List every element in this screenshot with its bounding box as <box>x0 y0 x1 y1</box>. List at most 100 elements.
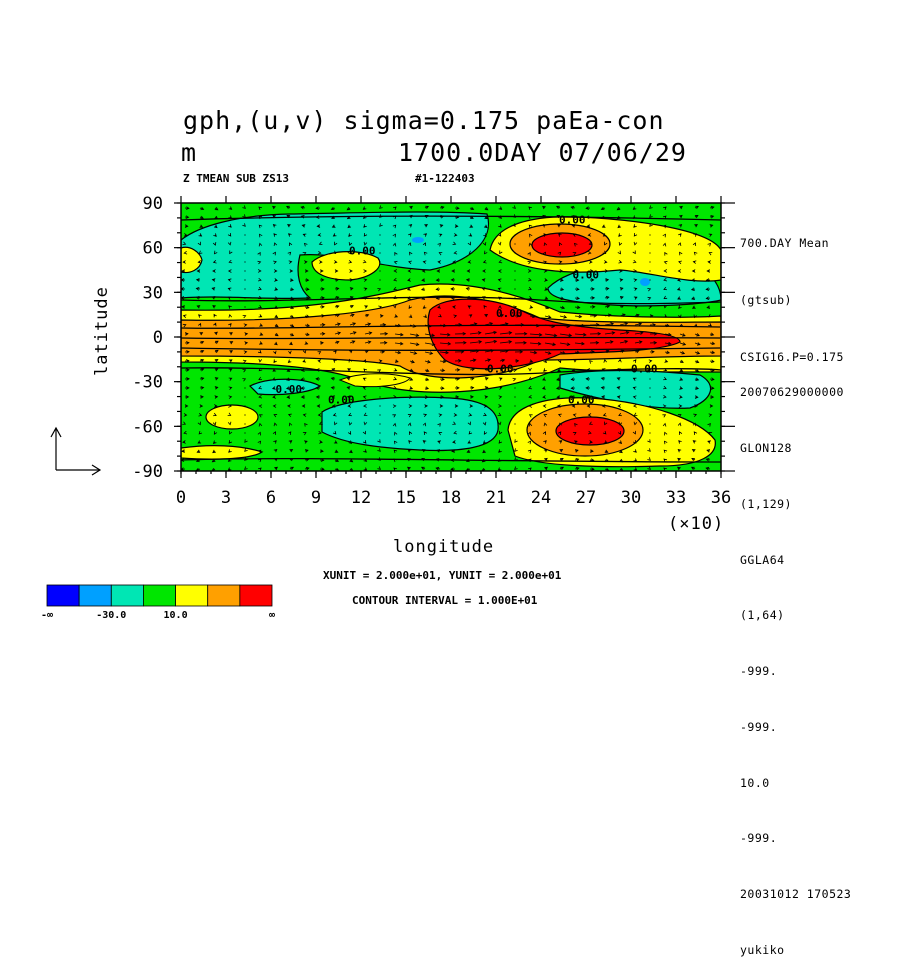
colorbar-label: 10.0 <box>164 610 188 621</box>
y-tick-label: 30 <box>143 283 163 303</box>
wind-vector-dot <box>514 261 515 262</box>
wind-vector-dot <box>379 387 380 388</box>
wind-vector-dot <box>514 396 515 397</box>
wind-vector-dot <box>514 297 515 298</box>
side-info-line: yukiko <box>740 941 851 960</box>
wind-vector-dot <box>244 270 245 271</box>
wind-vector-dot <box>514 288 515 289</box>
wind-vector-dot <box>649 405 650 406</box>
wind-vector-dot <box>379 279 380 280</box>
y-tick-label: -90 <box>132 462 163 482</box>
x-tick-label: 36 <box>711 488 731 508</box>
colorbar-label: -∞ <box>41 610 53 621</box>
wind-vector-dot <box>244 234 245 235</box>
x-tick-label: 18 <box>441 488 461 508</box>
wind-vector-dot <box>649 252 650 253</box>
wind-vector-dot <box>514 423 515 424</box>
wind-vector-dot <box>514 432 515 433</box>
wind-vector-dot <box>514 405 515 406</box>
colorbar-swatch <box>240 585 272 606</box>
x-tick-label: 0 <box>176 488 186 508</box>
wind-vector-dot <box>514 279 515 280</box>
colorbar-labels: -∞ -30.0 10.0 ∞ <box>41 610 275 621</box>
wind-vector-dot <box>649 432 650 433</box>
colorbar-swatch <box>111 585 143 606</box>
colorbar-swatch <box>208 585 240 606</box>
wind-vector-dot <box>514 414 515 415</box>
y-tick-label: 90 <box>143 194 163 214</box>
wind-vector-dot <box>649 270 650 271</box>
wind-vector-dot <box>649 423 650 424</box>
x-tick-label: 3 <box>221 488 231 508</box>
wind-vector-dot <box>649 234 650 235</box>
wind-vector-dot <box>379 270 380 271</box>
wind-vector-dot <box>244 261 245 262</box>
yellow-region-sw <box>206 405 258 429</box>
wind-vector-dot <box>244 396 245 397</box>
contour-label: 0.00 <box>487 362 514 375</box>
wind-vector-dot <box>379 378 380 379</box>
wind-vector-dot <box>244 243 245 244</box>
colorbar-label: ∞ <box>269 610 275 621</box>
wind-vector-dot <box>514 387 515 388</box>
wind-vector-dot <box>379 234 380 235</box>
side-info-line: -999. <box>740 718 851 737</box>
wind-vector-dot <box>514 243 515 244</box>
wind-vector-dot <box>514 234 515 235</box>
wind-vector-dot <box>244 387 245 388</box>
contour-label: 0.00 <box>349 245 376 258</box>
red-high-ne <box>532 233 592 257</box>
contour-label: 0.00 <box>568 394 595 407</box>
wind-vector-dot <box>379 261 380 262</box>
colorbar-label: -30.0 <box>96 610 126 621</box>
wind-vector-dot <box>379 405 380 406</box>
x-tick-label: 24 <box>531 488 551 508</box>
wind-vector-dot <box>379 243 380 244</box>
colorbar <box>47 585 272 606</box>
wind-vector-dot <box>514 270 515 271</box>
reference-vector <box>51 428 100 475</box>
x-tick-label: 30 <box>621 488 641 508</box>
x-tick-label: 27 <box>576 488 596 508</box>
wind-vector-dot <box>244 279 245 280</box>
wind-vector-dot <box>649 396 650 397</box>
side-info-line: 10.0 <box>740 774 851 793</box>
x-tick-label: 21 <box>486 488 506 508</box>
side-info-line: -999. <box>740 662 851 681</box>
colorbar-swatch <box>143 585 175 606</box>
wind-vector-dot <box>649 243 650 244</box>
contour-label: 0.00 <box>559 213 586 226</box>
wind-vector-dot <box>244 252 245 253</box>
wind-vector-dot <box>244 432 245 433</box>
contour-label: 0.00 <box>328 394 355 407</box>
wind-vector-dot <box>379 396 380 397</box>
wind-vector-dot <box>649 261 650 262</box>
wind-vector-dot <box>649 378 650 379</box>
y-tick-label: 0 <box>153 328 163 348</box>
colorbar-swatch <box>176 585 208 606</box>
wind-vector-dot <box>244 405 245 406</box>
wind-vector-dot <box>244 414 245 415</box>
contour-label: 0.00 <box>496 307 523 320</box>
contour-label: 0.00 <box>631 362 658 375</box>
x-tick-label: 15 <box>396 488 416 508</box>
x-tick-label: 6 <box>266 488 276 508</box>
x-tick-label: 33 <box>666 488 686 508</box>
y-tick-label: -60 <box>132 417 163 437</box>
wind-vector-dot <box>379 432 380 433</box>
contour-label: 0.00 <box>276 383 303 396</box>
wind-vector-dot <box>514 252 515 253</box>
y-tick-label: -30 <box>132 373 163 393</box>
wind-vector-dot <box>379 423 380 424</box>
contour-label: 0.00 <box>573 268 600 281</box>
side-info-line: -999. <box>740 829 851 848</box>
wind-vector-dot <box>649 414 650 415</box>
wind-vector-dot <box>379 252 380 253</box>
blue-patch-north <box>412 237 424 243</box>
wind-vector-dot <box>649 387 650 388</box>
wind-vector-dot <box>379 414 380 415</box>
x-tick-label: 9 <box>311 488 321 508</box>
